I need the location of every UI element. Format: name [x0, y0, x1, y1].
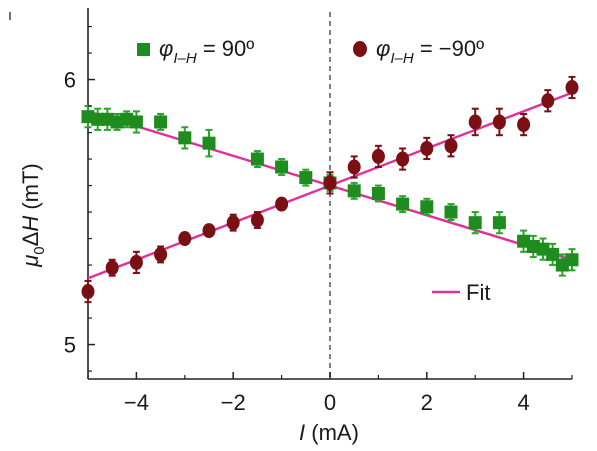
data-point-square — [468, 216, 482, 230]
x-tick-label: −4 — [124, 390, 149, 415]
data-point-circle — [565, 80, 579, 95]
legend-circle-marker — [353, 41, 367, 57]
data-point-circle — [154, 246, 168, 262]
legend-value: = −90º — [414, 36, 484, 61]
legend-square-marker — [137, 43, 150, 56]
data-point-circle — [541, 93, 555, 109]
legend-series-2-label: φI–H = −90º — [376, 36, 484, 67]
data-point-circle — [444, 138, 458, 154]
legend-phi: φ — [159, 36, 173, 61]
data-point-circle — [347, 159, 361, 175]
data-point-square — [250, 152, 264, 166]
data-point-circle — [275, 196, 289, 212]
data-point-square — [492, 216, 506, 230]
data-point-square — [444, 205, 458, 219]
data-point-circle — [517, 117, 531, 133]
data-point-circle — [178, 231, 192, 247]
data-point-square — [371, 187, 385, 200]
axis-ticks: −4 −2 0 2 4 5 6 — [64, 25, 573, 415]
legend-series-1-label: φI–H = 90º — [159, 36, 254, 67]
data-point-circle — [396, 151, 410, 167]
data-point-circle — [323, 175, 337, 191]
legend-value: = 90º — [197, 36, 255, 61]
data-point-square — [202, 136, 216, 150]
data-point-square — [275, 160, 289, 174]
y-tick-label: 5 — [64, 333, 76, 358]
legend-series-2: φI–H = −90º — [353, 36, 484, 67]
data-point-circle — [371, 148, 385, 164]
legend-phi-subscript: I–H — [390, 50, 414, 67]
data-point-circle — [250, 212, 264, 228]
legend-fit-label: Fit — [466, 280, 490, 305]
data-point-square — [565, 253, 579, 267]
legend-series-1: φI–H = 90º — [137, 36, 254, 67]
y-tick-label: 6 — [64, 68, 76, 93]
data-point-circle — [105, 260, 119, 276]
data-point-square — [154, 115, 168, 129]
legend-phi: φ — [376, 36, 390, 61]
y-axis-mu: μ — [18, 255, 43, 268]
y-axis-mu-subscript: 0 — [31, 246, 48, 254]
y-axis-label: μ0ΔH (mT) — [18, 163, 48, 268]
y-axis-unit: (mT) — [18, 163, 43, 216]
data-point-square — [299, 171, 313, 185]
x-tick-label: 2 — [421, 390, 433, 415]
data-point-circle — [226, 215, 240, 231]
x-tick-label: −2 — [221, 390, 246, 415]
x-axis-variable: I — [299, 420, 305, 445]
data-point-circle — [492, 114, 506, 130]
data-point-circle — [202, 223, 216, 239]
data-point-circle — [129, 254, 143, 270]
data-point-square — [129, 115, 143, 129]
data-point-circle — [420, 140, 434, 156]
y-axis-variable: H — [18, 216, 43, 232]
data-point-square — [347, 184, 361, 198]
x-axis-label: I (mA) — [299, 420, 359, 445]
data-point-square — [420, 200, 434, 214]
legend-fit: Fit — [432, 280, 490, 305]
legend-phi-subscript: I–H — [173, 50, 197, 67]
data-point-square — [178, 131, 192, 145]
data-markers — [81, 80, 579, 300]
x-axis-unit: (mA) — [305, 420, 359, 445]
data-point-square — [396, 197, 410, 211]
y-axis-delta: Δ — [18, 231, 43, 246]
x-tick-label: 4 — [517, 390, 529, 415]
data-point-square — [546, 247, 560, 261]
x-tick-label: 0 — [324, 390, 336, 415]
data-point-circle — [468, 114, 482, 130]
